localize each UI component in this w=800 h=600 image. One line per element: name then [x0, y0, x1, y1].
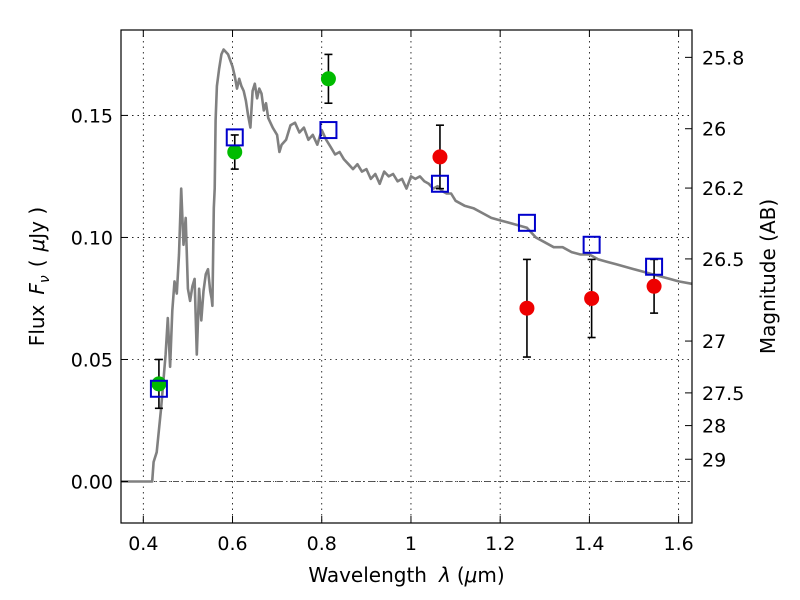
model-photometry-series [149, 121, 664, 398]
x-tick-label: 1.2 [485, 533, 515, 555]
observed-point [320, 71, 336, 87]
right-tick-label: 27 [702, 331, 726, 353]
right-tick-label: 26.5 [702, 249, 744, 271]
model-photometry-point [319, 121, 338, 140]
right-tick-label: 27.5 [702, 383, 744, 405]
y-tick-label: 0.05 [71, 349, 113, 371]
model-photometry-point [149, 379, 168, 398]
axis-ticks: 0.4 0.6 0.8 1 1.2 1.4 1.6 0.00 0.05 0.10 0.15 25.8 2… [71, 30, 744, 555]
observed-point [646, 278, 662, 294]
right-tick-label: 26.2 [702, 178, 744, 200]
x-tick-label: 0.8 [307, 533, 337, 555]
x-tick-label: 1.6 [664, 533, 694, 555]
right-tick-label: 28 [702, 416, 726, 438]
model-photometry-point [225, 128, 244, 147]
x-tick-label: 1 [405, 533, 417, 555]
plot-area [121, 48, 693, 483]
right-tick-label: 25.8 [702, 47, 744, 69]
model-photometry-point [645, 257, 664, 276]
y-tick-label: 0.15 [71, 105, 113, 127]
observed-point [151, 376, 167, 392]
x-tick-label: 1.4 [574, 533, 604, 555]
y-axis-label: FluxFν(μJy ) [25, 207, 53, 346]
y-tick-label: 0.00 [71, 472, 113, 494]
right-tick-label: 29 [702, 449, 726, 471]
observed-point [432, 149, 448, 165]
plot-frame [120, 29, 693, 524]
model-photometry-point [582, 235, 601, 254]
observed-series [432, 124, 662, 358]
right-tick-label: 26 [702, 119, 726, 141]
model-photometry-point [517, 213, 536, 232]
right-axis-label: Magnitude (AB) [756, 199, 780, 354]
observed-point [584, 290, 600, 306]
observed-point [227, 144, 243, 160]
x-axis-label: Wavelength λ (μm) [308, 563, 504, 587]
observed-point [519, 300, 535, 316]
x-tick-label: 0.4 [128, 533, 158, 555]
model-spectrum-line [121, 48, 693, 483]
model-photometry-point [430, 174, 449, 193]
x-tick-label: 0.6 [217, 533, 247, 555]
y-tick-label: 0.10 [71, 227, 113, 249]
observed-series [151, 53, 336, 410]
